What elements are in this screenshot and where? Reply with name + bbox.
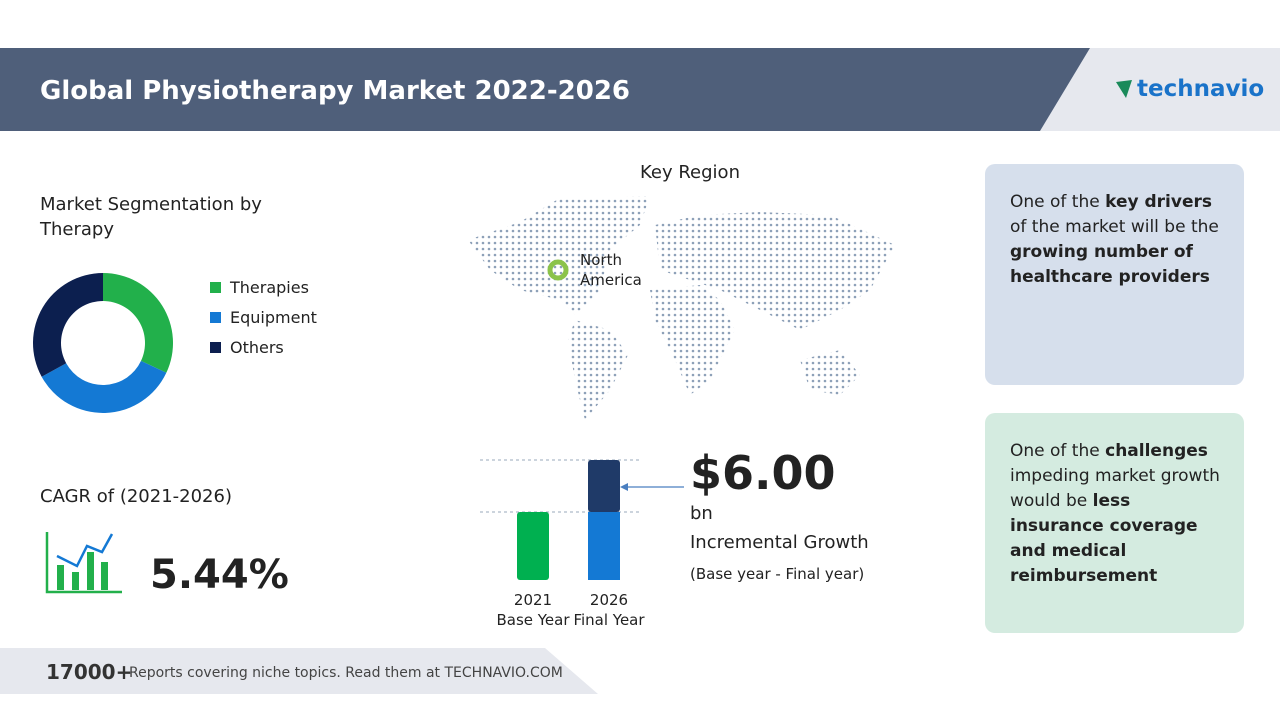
arrow-head: [620, 483, 628, 491]
card-text: of the market will be the: [1010, 217, 1219, 237]
bar-label: 2026 Final Year: [569, 590, 649, 630]
donut-segment: [33, 273, 103, 377]
region-label: North America: [580, 251, 642, 289]
card-text: key drivers: [1105, 192, 1212, 212]
bar-label: 2021 Base Year: [493, 590, 573, 630]
legend-item: Therapies: [210, 272, 317, 302]
growth-label: Incremental Growth: [690, 532, 869, 553]
card-text: One of the: [1010, 441, 1106, 461]
growth-amount: $6.00: [690, 446, 836, 500]
cagr-value: 5.44%: [150, 552, 289, 598]
donut-chart: [33, 273, 173, 413]
card-text: impeding market growth would be: [1010, 466, 1220, 511]
legend-item: Others: [210, 332, 317, 362]
legend-label: Equipment: [230, 307, 317, 327]
bar-caption: Final Year: [573, 611, 645, 629]
bar-year: 2026: [589, 591, 629, 609]
logo: technavio: [1137, 76, 1265, 102]
footer-band: [0, 648, 598, 694]
legend-label: Therapies: [230, 277, 309, 297]
base-bar: [588, 512, 620, 580]
region-marker: [547, 259, 569, 281]
title: Global Physiotherapy Market 2022-2026: [40, 76, 631, 106]
legend-item: Equipment: [210, 302, 317, 332]
donut-segment: [41, 360, 167, 413]
legend-swatch: [210, 341, 221, 353]
growth-note: (Base year - Final year): [690, 565, 865, 583]
increment-bar: [588, 460, 620, 512]
footer-text: Reports covering niche topics. Read them…: [129, 665, 563, 681]
cagr-label: CAGR of (2021-2026): [40, 486, 232, 507]
challenges-card: One of the challenges impeding market gr…: [985, 413, 1244, 633]
legend-label: Others: [230, 337, 284, 357]
drivers-card: One of the key drivers of the market wil…: [985, 164, 1244, 385]
donut-segment: [103, 273, 173, 373]
legend-swatch: [210, 311, 221, 323]
cagr-icon-bars: [57, 552, 108, 590]
legend: Therapies Equipment Others: [210, 272, 317, 362]
card-text: growing number of healthcare providers: [1010, 242, 1210, 287]
world-map: [468, 196, 895, 420]
bar-year: 2021: [513, 591, 553, 609]
logo-icon: [1116, 80, 1132, 98]
growth-unit: bn: [690, 503, 713, 524]
base-bar: [517, 512, 549, 580]
cagr-icon: [45, 532, 122, 594]
card-text: One of the: [1010, 192, 1106, 212]
card-text: challenges: [1105, 441, 1208, 461]
bar-caption: Base Year: [496, 611, 570, 629]
footer-count: 17000+: [46, 660, 133, 684]
segmentation-title: Market Segmentation by Therapy: [40, 194, 262, 240]
region-title: Key Region: [640, 162, 740, 183]
card-text: less insurance coverage and medical reim…: [1010, 491, 1198, 586]
logo-area: [1040, 48, 1280, 131]
legend-swatch: [210, 281, 221, 293]
